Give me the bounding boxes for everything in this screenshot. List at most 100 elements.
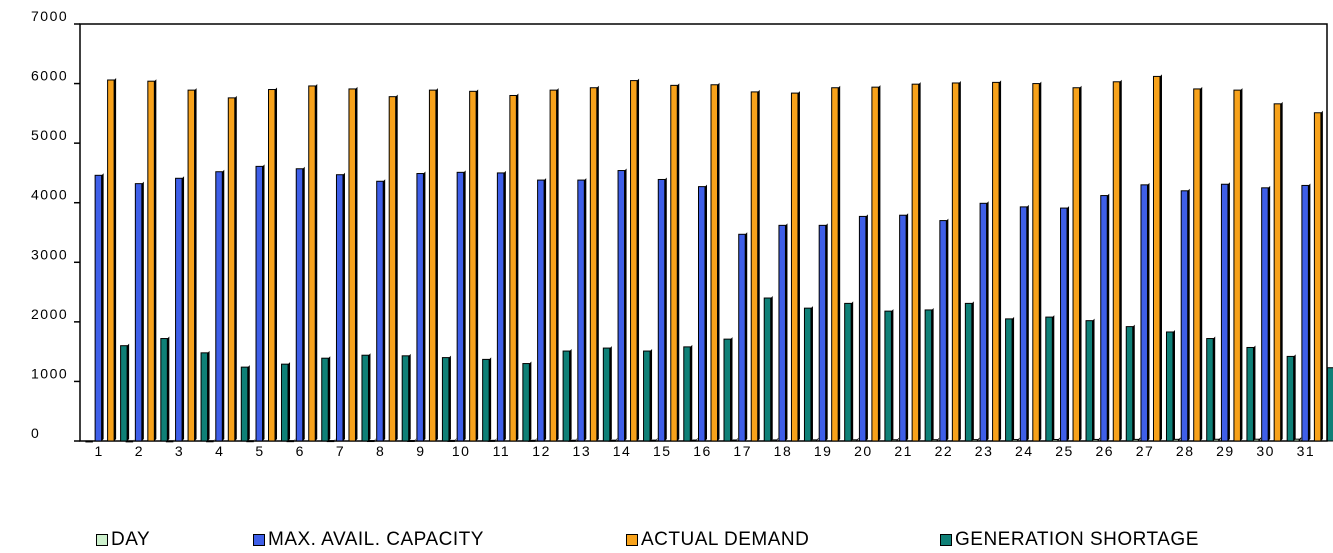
bar-generation-shortage-27 — [1165, 331, 1174, 442]
bar-actual-demand-28 — [1193, 88, 1201, 442]
bar-max-avail-capacity-17 — [738, 233, 746, 442]
bar-max-avail-capacity-22 — [939, 220, 947, 442]
bar-generation-shortage-13 — [602, 347, 611, 442]
bar-actual-demand-23 — [992, 81, 1000, 442]
bar-actual-demand-13 — [589, 87, 598, 442]
x-tick-label: 26 — [1095, 443, 1114, 459]
bar-generation-shortage-3 — [200, 352, 209, 442]
y-tick-label: 6000 — [31, 68, 68, 84]
bar-max-avail-capacity-11 — [496, 172, 505, 442]
x-tick-label: 6 — [296, 443, 305, 459]
legend: DAY MAX. AVAIL. CAPACITY ACTUAL DEMAND G… — [0, 529, 1333, 553]
bar-generation-shortage-2 — [160, 338, 168, 442]
y-tick-label: 5000 — [31, 127, 68, 143]
legend-swatch-demand — [626, 534, 638, 546]
x-tick-label: 30 — [1256, 443, 1275, 459]
bar-generation-shortage-12 — [562, 350, 571, 442]
bar-actual-demand-6 — [308, 85, 316, 442]
bar-actual-demand-4 — [227, 97, 236, 442]
bar-max-avail-capacity-19 — [818, 224, 827, 442]
x-tick-label: 13 — [573, 443, 592, 459]
x-tick-label: 18 — [774, 443, 793, 459]
bar-max-avail-capacity-21 — [899, 214, 907, 442]
bar-max-avail-capacity-8 — [376, 180, 384, 442]
bar-actual-demand-9 — [428, 89, 437, 442]
bar-generation-shortage-30 — [1286, 355, 1295, 442]
bar-max-avail-capacity-4 — [215, 171, 223, 442]
bar-max-avail-capacity-15 — [657, 178, 666, 442]
x-tick-label: 19 — [814, 443, 833, 459]
y-tick-label: 2000 — [31, 306, 68, 322]
bar-generation-shortage-4 — [240, 366, 249, 442]
x-tick-label: 9 — [416, 443, 425, 459]
bar-max-avail-capacity-1 — [94, 174, 103, 442]
bar-actual-demand-12 — [549, 89, 558, 442]
bar-max-avail-capacity-18 — [778, 224, 786, 442]
legend-item-demand: ACTUAL DEMAND — [626, 529, 809, 551]
y-tick-label: 3000 — [31, 246, 68, 262]
bar-actual-demand-31 — [1313, 112, 1322, 442]
bar-generation-shortage-21 — [924, 309, 933, 442]
bar-actual-demand-25 — [1072, 87, 1081, 442]
bar-generation-shortage-20 — [884, 310, 892, 442]
bar-generation-shortage-28 — [1206, 338, 1214, 442]
bar-generation-shortage-31 — [1326, 367, 1333, 442]
bar-actual-demand-14 — [630, 80, 638, 442]
bar-generation-shortage-18 — [803, 307, 812, 442]
x-tick-label: 14 — [613, 443, 632, 459]
bars-group — [85, 74, 1333, 443]
bar-generation-shortage-22 — [964, 302, 973, 442]
x-tick-label: 10 — [452, 443, 471, 459]
bar-generation-shortage-14 — [643, 350, 651, 442]
bar-actual-demand-29 — [1233, 89, 1241, 442]
x-tick-label: 8 — [376, 443, 385, 459]
y-axis-ticks: 0 1000 2000 3000 4000 5000 6000 7000 — [31, 8, 80, 442]
x-tick-label: 11 — [493, 443, 511, 459]
x-tick-label: 21 — [894, 443, 913, 459]
legend-label-shortage: GENERATION SHORTAGE — [955, 529, 1199, 550]
bar-actual-demand-20 — [871, 86, 879, 442]
bar-generation-shortage-7 — [361, 354, 369, 442]
bar-max-avail-capacity-26 — [1100, 195, 1108, 442]
legend-label-capacity: MAX. AVAIL. CAPACITY — [268, 529, 484, 550]
bar-day-1 — [85, 440, 93, 443]
x-tick-label: 29 — [1216, 443, 1235, 459]
bar-actual-demand-15 — [670, 84, 678, 442]
legend-label-demand: ACTUAL DEMAND — [641, 529, 810, 550]
bar-actual-demand-24 — [1032, 83, 1040, 442]
x-tick-label: 20 — [854, 443, 873, 459]
bar-generation-shortage-15 — [683, 346, 691, 442]
x-tick-label: 16 — [693, 443, 712, 459]
bar-actual-demand-26 — [1112, 81, 1121, 442]
x-tick-label: 25 — [1055, 443, 1074, 459]
bar-actual-demand-2 — [147, 80, 155, 442]
bar-max-avail-capacity-31 — [1301, 184, 1309, 442]
bar-max-avail-capacity-6 — [295, 168, 304, 442]
legend-label-day: DAY — [111, 529, 151, 550]
x-tick-label: 28 — [1176, 443, 1195, 459]
bar-actual-demand-5 — [268, 89, 276, 442]
y-tick-label: 0 — [31, 425, 40, 441]
bar-generation-shortage-1 — [120, 345, 128, 442]
bar-generation-shortage-10 — [482, 358, 490, 442]
x-tick-label: 7 — [336, 443, 345, 459]
bar-generation-shortage-6 — [321, 357, 329, 442]
bar-max-avail-capacity-20 — [858, 215, 867, 442]
legend-swatch-capacity — [253, 534, 265, 546]
legend-swatch-shortage — [940, 534, 952, 546]
bar-generation-shortage-23 — [1005, 318, 1013, 442]
bar-actual-demand-10 — [469, 90, 477, 442]
legend-item-day: DAY — [96, 529, 150, 551]
bar-max-avail-capacity-12 — [537, 179, 545, 442]
x-tick-label: 22 — [935, 443, 954, 459]
x-tick-label: 1 — [94, 443, 103, 459]
bar-actual-demand-19 — [831, 87, 839, 442]
bar-max-avail-capacity-27 — [1140, 184, 1148, 442]
x-tick-label: 3 — [175, 443, 184, 459]
bar-max-avail-capacity-29 — [1220, 183, 1229, 442]
bar-actual-demand-27 — [1152, 75, 1161, 442]
bar-actual-demand-21 — [911, 83, 920, 442]
bar-generation-shortage-5 — [281, 363, 289, 442]
bar-actual-demand-30 — [1273, 103, 1282, 442]
x-tick-label: 4 — [215, 443, 224, 459]
